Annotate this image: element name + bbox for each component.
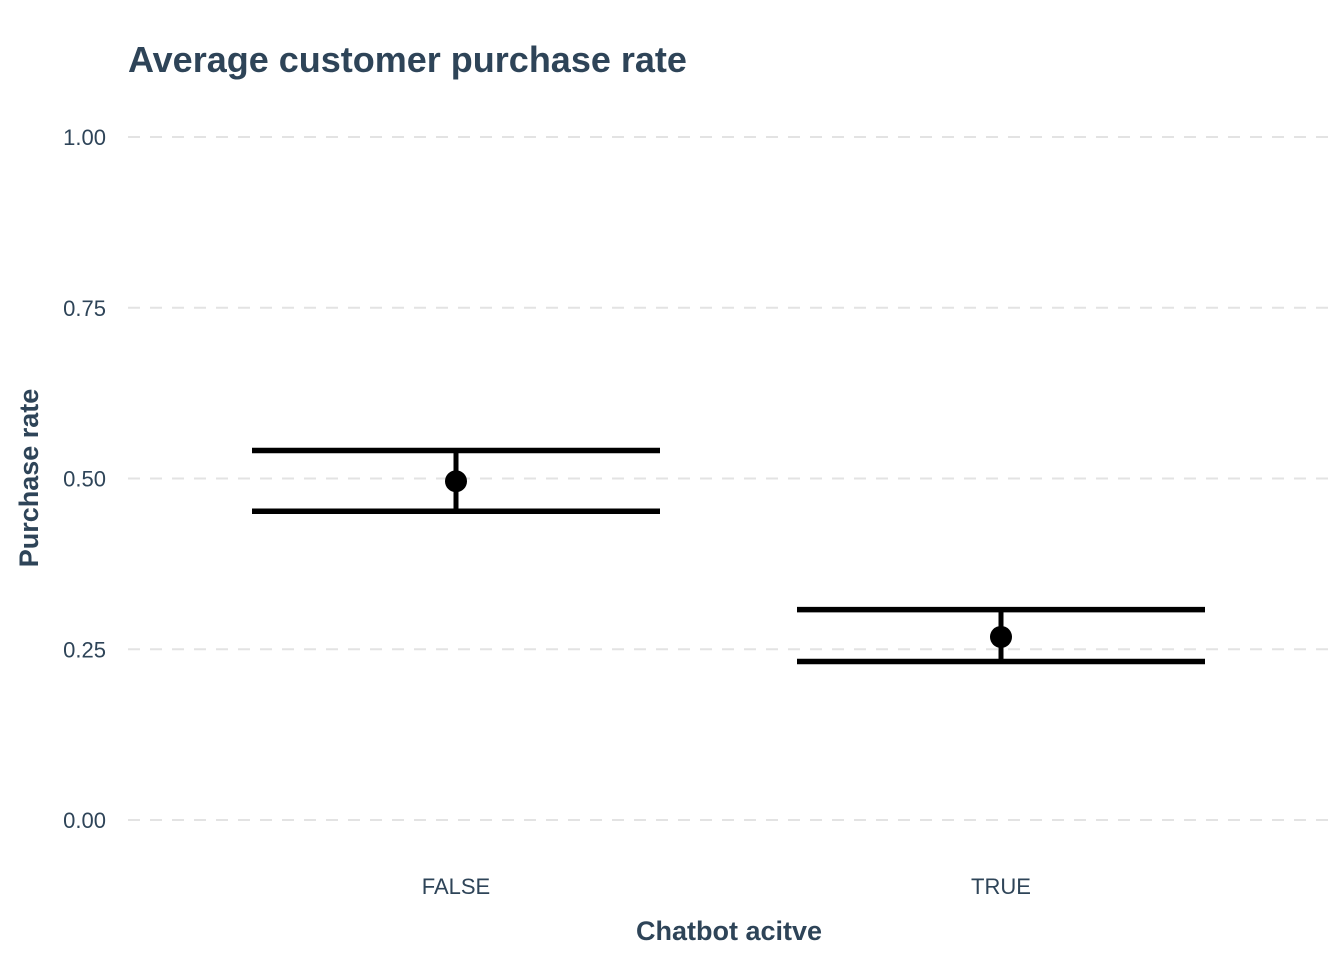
y-tick-label: 0.75: [63, 296, 106, 321]
data-point: [445, 470, 467, 493]
x-tick-label: FALSE: [422, 874, 490, 899]
y-tick-label: 0.50: [63, 467, 106, 492]
chart-title: Average customer purchase rate: [128, 39, 687, 80]
data-point: [990, 625, 1012, 648]
y-axis-tick-labels: 0.00 0.25 0.50 0.75 1.00: [63, 125, 106, 833]
y-axis-title: Purchase rate: [14, 389, 44, 568]
y-tick-label: 0.00: [63, 808, 106, 833]
x-axis-title: Chatbot acitve: [636, 916, 822, 946]
x-axis-tick-labels: FALSE TRUE: [422, 874, 1031, 899]
x-tick-label: TRUE: [971, 874, 1031, 899]
gridlines: [128, 136, 1330, 821]
data-marks: [252, 447, 1205, 665]
y-tick-label: 1.00: [63, 125, 106, 150]
y-tick-label: 0.25: [63, 637, 106, 662]
